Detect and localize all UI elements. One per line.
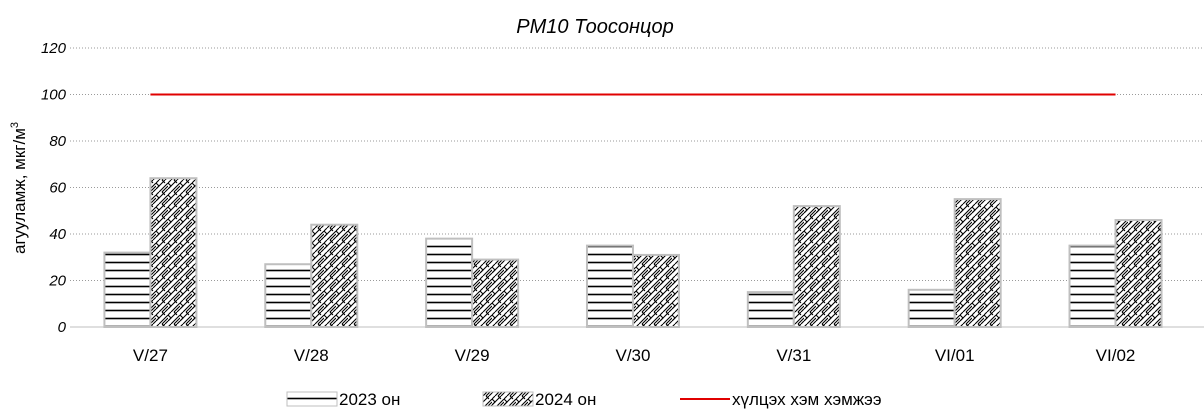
x-tick-label: V/31 xyxy=(776,346,811,365)
bar-2023 xyxy=(907,288,956,328)
legend-item-limit: хүлцэх хэм хэмжээ xyxy=(680,390,882,409)
x-axis-ticks: V/27 V/28 V/29 V/30 V/31 VI/01 VI/02 xyxy=(133,346,1135,365)
bar-2024 xyxy=(953,198,1002,328)
bar-2024 xyxy=(1114,219,1163,328)
bar-2023 xyxy=(425,237,474,328)
bar-2024 xyxy=(310,223,359,328)
bar-2023 xyxy=(1068,244,1117,328)
y-tick-label: 20 xyxy=(48,273,66,290)
x-tick-label: V/27 xyxy=(133,346,168,365)
chart-title: PM10 Тоосонцор xyxy=(516,16,673,38)
y-tick-label: 60 xyxy=(49,180,66,197)
bar-2023 xyxy=(746,291,795,328)
gridlines xyxy=(70,47,1204,281)
bar-2024 xyxy=(471,258,520,329)
legend-item-2023: 2023 он xyxy=(286,390,400,409)
legend-item-2024: 2024 он xyxy=(482,390,596,409)
x-tick-label: V/29 xyxy=(455,346,490,365)
y-tick-label: 40 xyxy=(49,226,66,243)
y-tick-label: 0 xyxy=(58,319,67,336)
x-tick-label: V/30 xyxy=(615,346,650,365)
bar-2023 xyxy=(103,251,152,329)
bar-2024 xyxy=(631,253,680,328)
legend: 2023 он 2024 он хүлцэх хэм хэмжээ xyxy=(286,390,882,409)
legend-label-limit: хүлцэх хэм хэмжээ xyxy=(732,390,882,409)
x-tick-label: VI/02 xyxy=(1096,346,1136,365)
bar-2024 xyxy=(149,177,198,328)
y-tick-label: 120 xyxy=(41,40,67,57)
y-tick-label: 100 xyxy=(41,87,67,104)
legend-label-2023: 2023 он xyxy=(339,390,400,409)
bar-2023 xyxy=(585,244,634,328)
bar-2024 xyxy=(792,205,841,329)
bar-2023 xyxy=(264,263,313,329)
y-axis-label: агууламж, мкг/м3 xyxy=(9,122,29,254)
legend-swatch-2023 xyxy=(286,391,338,407)
bars xyxy=(103,177,1163,329)
y-axis-ticks: 0 20 40 60 80 100 120 xyxy=(41,40,67,336)
x-tick-label: V/28 xyxy=(294,346,329,365)
legend-swatch-2024 xyxy=(482,391,534,407)
x-tick-label: VI/01 xyxy=(935,346,975,365)
y-axis-label-superscript: 3 xyxy=(9,122,21,128)
y-tick-label: 80 xyxy=(49,133,66,150)
legend-label-2024: 2024 он xyxy=(535,390,596,409)
